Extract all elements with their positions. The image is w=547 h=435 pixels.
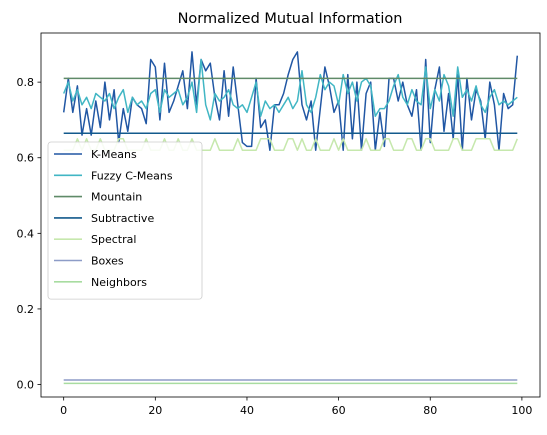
legend-label: Subtractive — [91, 212, 154, 225]
x-tick-label: 100 — [511, 404, 532, 417]
y-tick-label: 0.4 — [17, 227, 35, 240]
chart-title: Normalized Mutual Information — [178, 11, 403, 27]
legend: K-Means Fuzzy C-Means Mountain Subtractive S… — [47, 141, 203, 300]
axes-frame — [40, 32, 541, 398]
legend-label: Neighbors — [91, 276, 147, 289]
x-tick-label: 20 — [148, 404, 162, 417]
axes-layer: 0 20 40 60 80 100 0.0 0.2 0.4 0.6 0.8 — [17, 32, 541, 417]
series-line-k-means — [62, 51, 519, 151]
legend-label: Mountain — [91, 191, 142, 204]
y-tick-label: 0.0 — [17, 379, 35, 392]
legend-label: Boxes — [91, 255, 124, 268]
y-tick-label: 0.6 — [17, 152, 35, 165]
x-tick-label: 80 — [423, 404, 437, 417]
series-line-fuzzy-c-means — [63, 58, 518, 121]
legend-label: Fuzzy C-Means — [91, 169, 173, 182]
x-tick-label: 60 — [332, 404, 346, 417]
legend-box — [47, 141, 203, 300]
series-layer — [62, 51, 519, 385]
legend-label: K-Means — [91, 148, 137, 161]
y-tick-label: 0.8 — [17, 76, 35, 89]
x-tick-label: 0 — [60, 404, 67, 417]
legend-label: Spectral — [91, 233, 136, 246]
x-tick-label: 40 — [240, 404, 254, 417]
y-tick-label: 0.2 — [17, 303, 35, 316]
